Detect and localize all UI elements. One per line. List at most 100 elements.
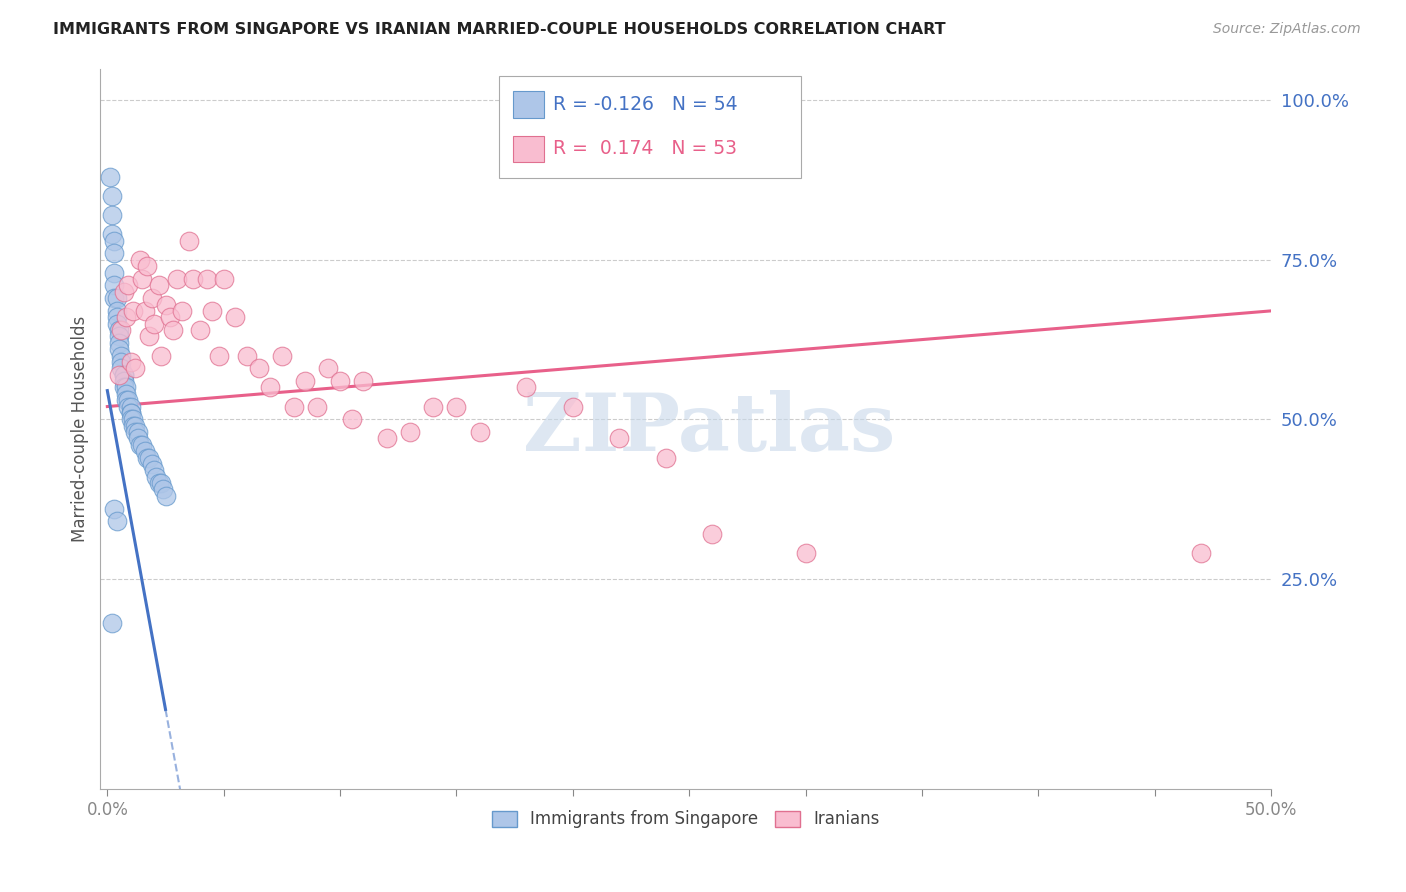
Point <box>108 368 131 382</box>
Point <box>134 304 156 318</box>
Point <box>294 374 316 388</box>
Point <box>149 476 172 491</box>
Point <box>148 278 170 293</box>
Point <box>122 412 145 426</box>
Point <box>115 380 138 394</box>
Point <box>122 418 145 433</box>
Point <box>446 400 468 414</box>
Point <box>208 349 231 363</box>
Point <box>103 278 125 293</box>
Point <box>112 380 135 394</box>
Point <box>105 514 128 528</box>
Point <box>103 234 125 248</box>
Point <box>103 501 125 516</box>
Point <box>422 400 444 414</box>
Point <box>609 432 631 446</box>
Point <box>375 432 398 446</box>
Point <box>794 546 817 560</box>
Point <box>515 380 537 394</box>
Point <box>117 400 139 414</box>
Point <box>340 412 363 426</box>
Point <box>170 304 193 318</box>
Point <box>131 272 153 286</box>
Point <box>124 361 146 376</box>
Point <box>138 329 160 343</box>
Point <box>108 329 131 343</box>
Point <box>120 412 142 426</box>
Point <box>105 291 128 305</box>
Point <box>148 476 170 491</box>
Point <box>101 208 124 222</box>
Point <box>115 393 138 408</box>
Point <box>329 374 352 388</box>
Text: R =  0.174   N = 53: R = 0.174 N = 53 <box>553 139 737 159</box>
Point <box>141 291 163 305</box>
Point <box>129 252 152 267</box>
Point <box>166 272 188 286</box>
Point <box>468 425 491 439</box>
Point <box>120 406 142 420</box>
Point <box>183 272 205 286</box>
Point <box>105 317 128 331</box>
Point <box>142 463 165 477</box>
Point <box>134 444 156 458</box>
Point <box>159 310 181 325</box>
Point <box>105 304 128 318</box>
Y-axis label: Married-couple Households: Married-couple Households <box>72 316 89 542</box>
Point <box>155 489 177 503</box>
Point <box>201 304 224 318</box>
Point <box>270 349 292 363</box>
Point <box>120 355 142 369</box>
Point <box>655 450 678 465</box>
Point <box>127 432 149 446</box>
Point <box>112 285 135 299</box>
Point <box>561 400 583 414</box>
Point <box>197 272 219 286</box>
Point <box>101 189 124 203</box>
Point <box>155 297 177 311</box>
Point <box>105 310 128 325</box>
Point <box>145 469 167 483</box>
Point <box>117 278 139 293</box>
Text: IMMIGRANTS FROM SINGAPORE VS IRANIAN MARRIED-COUPLE HOUSEHOLDS CORRELATION CHART: IMMIGRANTS FROM SINGAPORE VS IRANIAN MAR… <box>53 22 946 37</box>
Point <box>177 234 200 248</box>
Point <box>259 380 281 394</box>
Text: Source: ZipAtlas.com: Source: ZipAtlas.com <box>1213 22 1361 37</box>
Point <box>110 349 132 363</box>
Point <box>120 406 142 420</box>
Legend: Immigrants from Singapore, Iranians: Immigrants from Singapore, Iranians <box>485 804 886 835</box>
Point <box>115 386 138 401</box>
Point <box>124 425 146 439</box>
Point <box>149 349 172 363</box>
Point <box>152 483 174 497</box>
Point <box>212 272 235 286</box>
Point <box>142 317 165 331</box>
Point <box>127 425 149 439</box>
Point <box>352 374 374 388</box>
Point <box>103 246 125 260</box>
Point <box>115 310 138 325</box>
Point <box>135 450 157 465</box>
Point <box>110 355 132 369</box>
Point <box>124 418 146 433</box>
Point <box>110 323 132 337</box>
Point <box>305 400 328 414</box>
Point <box>108 323 131 337</box>
Point <box>108 335 131 350</box>
Point <box>162 323 184 337</box>
Point <box>98 169 121 184</box>
Point <box>399 425 422 439</box>
Point <box>283 400 305 414</box>
Point <box>112 368 135 382</box>
Point <box>135 259 157 273</box>
Point <box>702 527 724 541</box>
Point <box>141 457 163 471</box>
Point <box>108 342 131 356</box>
Point <box>138 450 160 465</box>
Point <box>101 616 124 631</box>
Point <box>103 266 125 280</box>
Point <box>103 291 125 305</box>
Point <box>236 349 259 363</box>
Point <box>120 400 142 414</box>
Point <box>129 438 152 452</box>
